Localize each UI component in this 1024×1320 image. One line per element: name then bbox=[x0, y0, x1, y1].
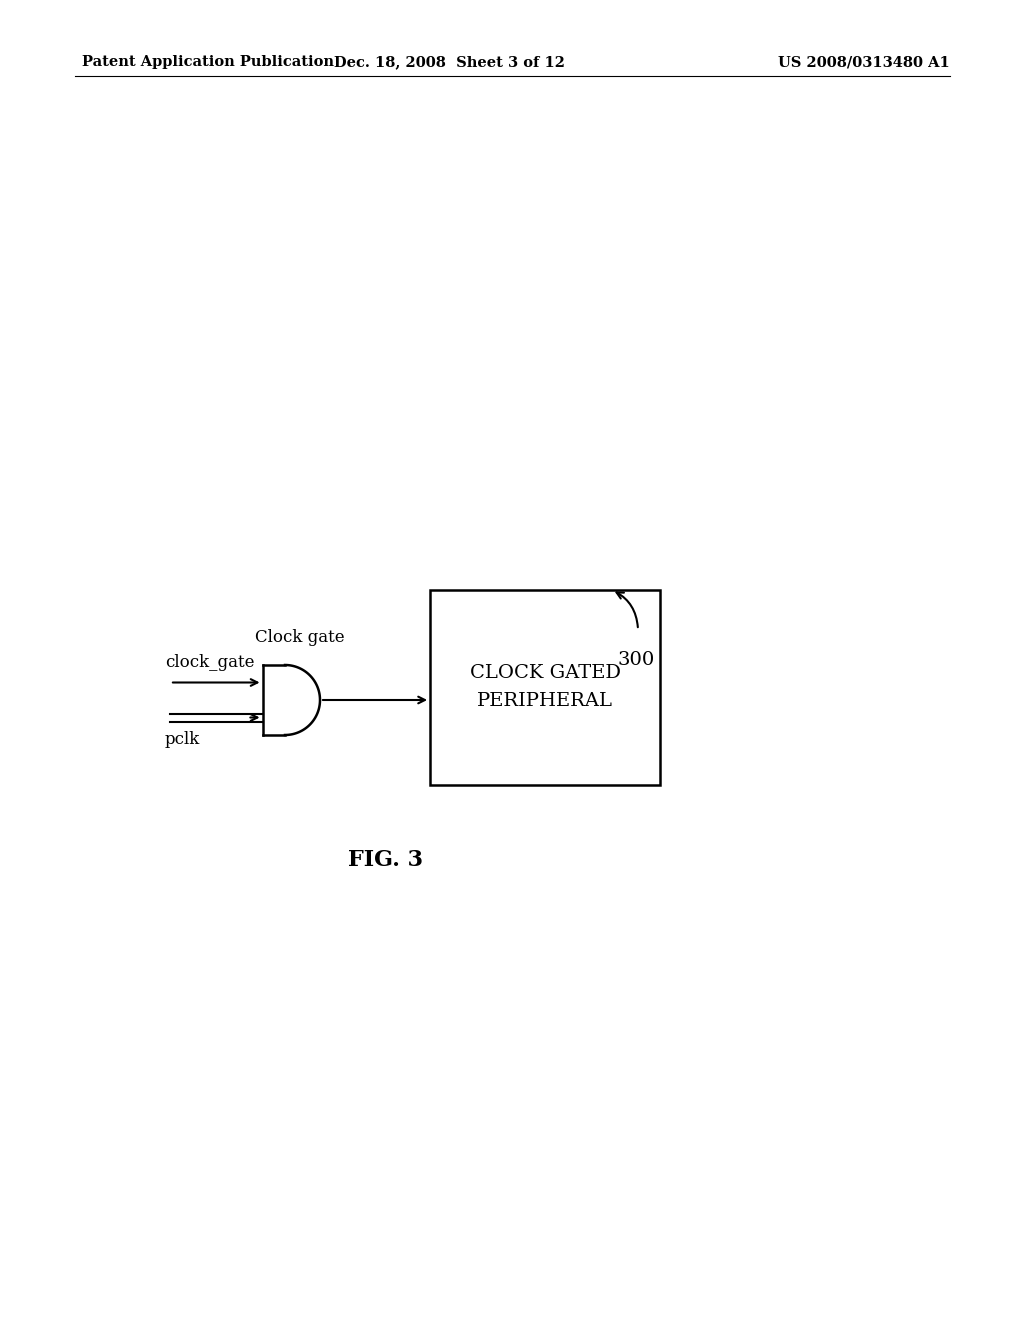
Text: US 2008/0313480 A1: US 2008/0313480 A1 bbox=[778, 55, 950, 69]
Text: PERIPHERAL: PERIPHERAL bbox=[477, 693, 613, 710]
Text: Clock gate: Clock gate bbox=[255, 628, 345, 645]
Text: CLOCK GATED: CLOCK GATED bbox=[469, 664, 621, 682]
Text: Dec. 18, 2008  Sheet 3 of 12: Dec. 18, 2008 Sheet 3 of 12 bbox=[335, 55, 565, 69]
Text: 300: 300 bbox=[617, 651, 654, 669]
Text: FIG. 3: FIG. 3 bbox=[347, 849, 423, 871]
Text: clock_gate: clock_gate bbox=[165, 653, 255, 671]
Bar bbox=[430, 590, 660, 785]
Text: pclk: pclk bbox=[165, 731, 201, 748]
Text: Patent Application Publication: Patent Application Publication bbox=[82, 55, 334, 69]
